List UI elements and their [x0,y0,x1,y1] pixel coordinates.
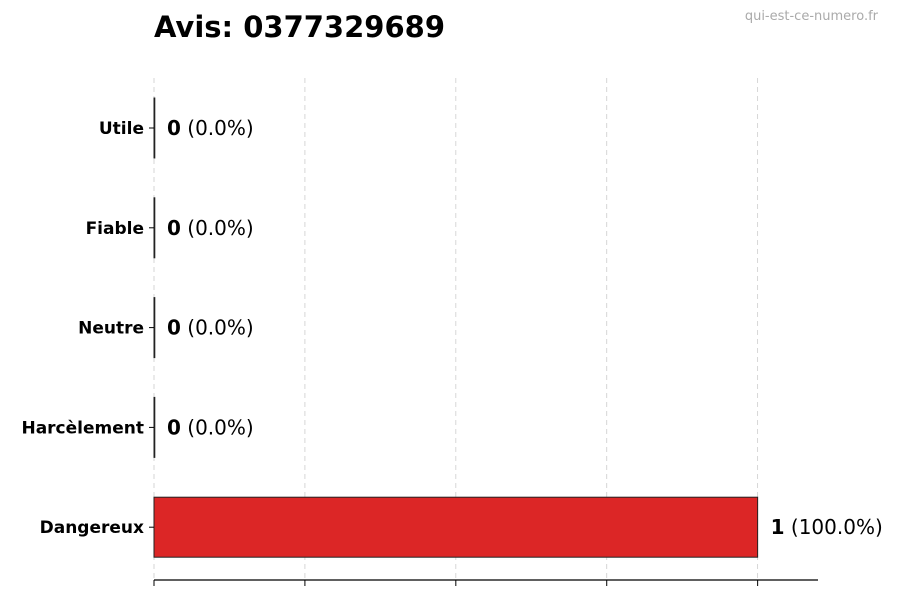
data-label-pct: (100.0%) [785,515,883,539]
data-label-count: 0 [167,116,181,140]
data-label-pct: (0.0%) [181,415,254,439]
y-tick-label: Neutre [78,319,144,339]
data-label: 0 (0.0%) [167,415,254,439]
data-label-pct: (0.0%) [181,316,254,340]
y-tick-label: Dangereux [40,518,144,538]
data-label-count: 0 [167,415,181,439]
y-tick-label: Harcèlement [21,418,144,438]
data-label: 0 (0.0%) [167,216,254,240]
data-label-pct: (0.0%) [181,216,254,240]
y-tick-label: Utile [99,119,144,139]
bar [153,496,759,558]
bar [153,297,156,359]
data-label-count: 0 [167,216,181,240]
data-label-pct: (0.0%) [181,116,254,140]
data-label: 1 (100.0%) [771,515,883,539]
data-label: 0 (0.0%) [167,116,254,140]
data-label-count: 0 [167,316,181,340]
bar [153,97,156,159]
y-tick-label: Fiable [86,219,144,239]
data-label-count: 1 [771,515,785,539]
bar [153,197,156,259]
chart-title: Avis: 0377329689 [154,10,445,44]
data-label: 0 (0.0%) [167,316,254,340]
watermark: qui-est-ce-numero.fr [744,9,878,24]
bar [153,396,156,458]
